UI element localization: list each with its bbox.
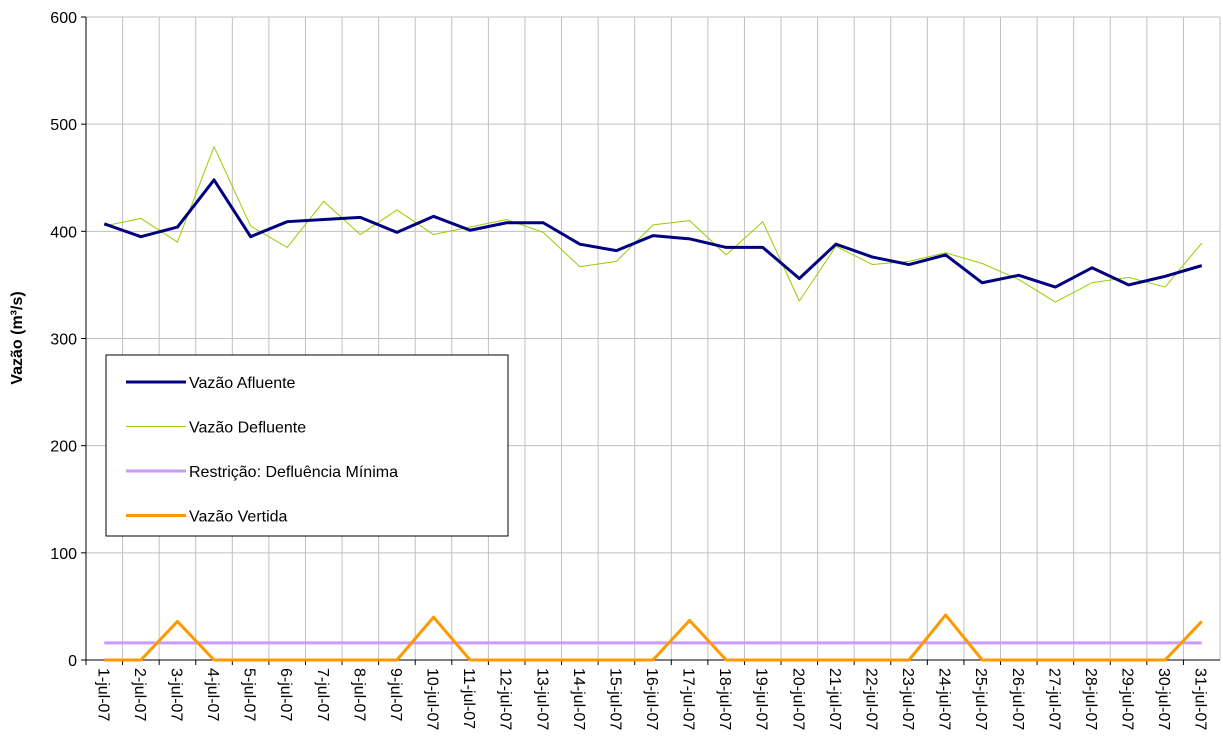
- x-tick-label: 29-jul-07: [1119, 668, 1136, 730]
- x-tick-label: 2-jul-07: [131, 668, 148, 721]
- x-tick-label: 18-jul-07: [716, 668, 733, 730]
- x-tick-label: 7-jul-07: [314, 668, 331, 721]
- x-tick-label: 12-jul-07: [497, 668, 514, 730]
- x-tick-label: 24-jul-07: [936, 668, 953, 730]
- x-tick-label: 11-jul-07: [460, 668, 477, 729]
- x-tick-label: 8-jul-07: [350, 668, 367, 721]
- series-line: [104, 146, 1203, 303]
- legend-label: Restrição: Defluência Mínima: [189, 464, 398, 481]
- x-tick-label: 9-jul-07: [387, 668, 404, 721]
- x-tick-label: 21-jul-07: [826, 668, 843, 730]
- x-tick-label: 31-jul-07: [1192, 668, 1209, 730]
- x-tick-label: 5-jul-07: [241, 668, 258, 721]
- x-tick-label: 4-jul-07: [204, 668, 221, 721]
- y-tick-label: 500: [50, 117, 77, 134]
- series-line: [103, 178, 1203, 289]
- y-tick-label: 0: [68, 653, 77, 670]
- x-tick-label: 19-jul-07: [753, 668, 770, 730]
- legend-label: Vazão Vertida: [189, 509, 288, 526]
- x-tick-label: 22-jul-07: [862, 668, 879, 730]
- series-line: [104, 613, 1203, 662]
- x-tick-label: 28-jul-07: [1082, 668, 1099, 730]
- y-axis-label: Vazão (m³/s): [9, 291, 26, 384]
- y-tick-label: 100: [50, 546, 77, 563]
- legend-label: Vazão Afluente: [189, 375, 296, 392]
- x-tick-label: 25-jul-07: [972, 668, 989, 730]
- y-tick-label: 300: [50, 332, 77, 349]
- x-tick-label: 20-jul-07: [789, 668, 806, 730]
- y-tick-label: 400: [50, 224, 77, 241]
- x-tick-label: 26-jul-07: [1009, 668, 1026, 730]
- x-tick-label: 10-jul-07: [424, 668, 441, 730]
- legend-label: Vazão Defluente: [189, 420, 306, 437]
- x-tick-label: 3-jul-07: [167, 668, 184, 721]
- x-tick-label: 6-jul-07: [277, 668, 294, 721]
- legend-box: [105, 354, 509, 537]
- x-tick-label: 30-jul-07: [1155, 668, 1172, 730]
- x-tick-label: 15-jul-07: [606, 668, 623, 730]
- x-tick-label: 17-jul-07: [680, 668, 697, 730]
- y-tick-label: 200: [50, 439, 77, 456]
- x-tick-label: 13-jul-07: [533, 668, 550, 730]
- x-tick-label: 16-jul-07: [643, 668, 660, 730]
- x-tick-label: 1-jul-07: [94, 668, 111, 721]
- y-tick-label: 600: [50, 10, 77, 27]
- x-tick-label: 27-jul-07: [1045, 668, 1062, 730]
- x-tick-label: 14-jul-07: [570, 668, 587, 730]
- x-tick-label: 23-jul-07: [899, 668, 916, 730]
